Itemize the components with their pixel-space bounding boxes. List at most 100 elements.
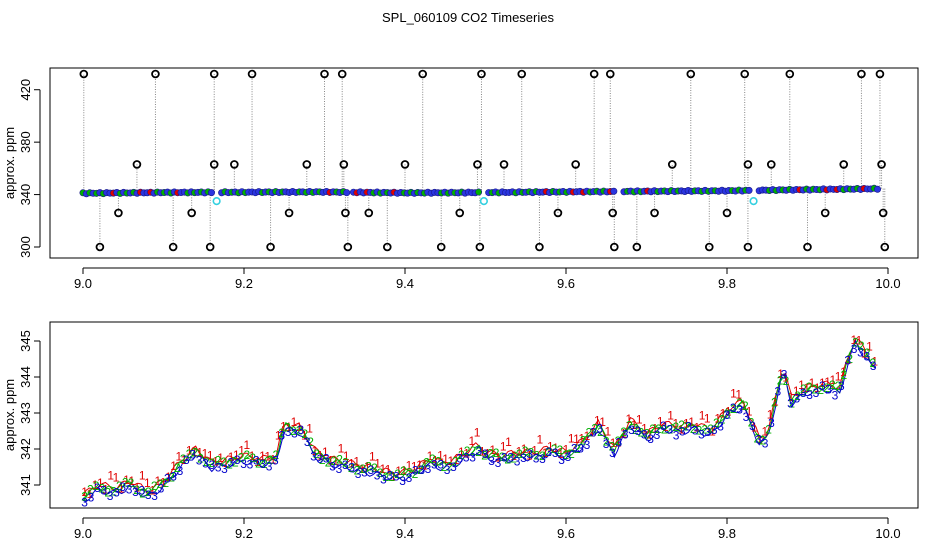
- series-marker-2: 2: [539, 449, 546, 463]
- series-marker-2: 2: [99, 482, 106, 496]
- outlier-point: [839, 160, 849, 169]
- series-marker-3: 3: [539, 452, 546, 466]
- series-marker-2: 2: [81, 490, 88, 504]
- series-marker-1: 1: [186, 444, 193, 458]
- series-marker-1: 1: [170, 459, 177, 473]
- series-marker-3: 3: [711, 423, 718, 437]
- series-marker-1: 1: [432, 454, 439, 468]
- series-marker-2: 2: [748, 415, 755, 429]
- series-marker-3: 3: [107, 489, 114, 503]
- series-marker-2: 2: [412, 467, 419, 481]
- series-marker-3: 3: [476, 444, 483, 458]
- series-marker-2: 2: [626, 419, 633, 433]
- series-marker-3: 3: [603, 437, 610, 451]
- series-marker-1: 1: [107, 468, 114, 482]
- series-marker-1: 1: [223, 456, 230, 470]
- series-marker-2: 2: [354, 464, 361, 478]
- series-marker-1: 1: [275, 428, 282, 442]
- series-marker-3: 3: [704, 425, 711, 439]
- series-marker-1: 1: [479, 444, 486, 458]
- series-marker-3: 3: [495, 456, 502, 470]
- series-marker-1: 1: [772, 394, 779, 408]
- series-marker-1: 1: [824, 375, 831, 389]
- series-marker-2: 2: [475, 445, 482, 459]
- series-marker-3: 3: [641, 427, 648, 441]
- outlier-point: [284, 208, 294, 218]
- series-marker-3: 3: [819, 379, 826, 393]
- series-marker-1: 1: [207, 448, 214, 462]
- series-marker-3: 3: [730, 401, 737, 415]
- series-marker-2: 2: [562, 448, 569, 462]
- series-marker-1: 1: [296, 420, 303, 434]
- outlier-point: [382, 242, 392, 252]
- series-marker-3: 3: [546, 445, 553, 459]
- bottom-y-tick-label: 341: [18, 474, 33, 496]
- top-plot-frame: [49, 67, 919, 259]
- outlier-point: [209, 69, 219, 79]
- series-marker-2: 2: [852, 335, 859, 349]
- series-marker-3: 3: [450, 460, 457, 474]
- series-marker-2: 2: [812, 383, 819, 397]
- outlier-point: [230, 160, 239, 169]
- series-marker-1: 1: [505, 435, 512, 449]
- series-marker-2: 2: [701, 423, 708, 437]
- series-marker-1: 1: [500, 439, 507, 453]
- series-marker-2: 2: [336, 453, 343, 467]
- bottom-axes-group: 341 342 343 344 345 9.0 9.2 9.4 9.6 9.8 …: [2, 330, 901, 541]
- series-marker-1: 1: [861, 346, 868, 360]
- series-marker-1: 1: [552, 441, 559, 455]
- outlier-point: [609, 242, 619, 252]
- series-marker-2: 2: [643, 426, 650, 440]
- series-marker-1: 1: [264, 450, 271, 464]
- series-marker-1: 1: [374, 457, 381, 471]
- series-marker-1: 1: [756, 433, 763, 447]
- series-marker-2: 2: [551, 442, 558, 456]
- series-marker-1: 1: [102, 482, 109, 496]
- series-marker-1: 1: [228, 450, 235, 464]
- series-marker-3: 3: [628, 423, 635, 437]
- series-marker-1: 1: [631, 418, 638, 432]
- series-marker-3: 3: [590, 425, 597, 439]
- data-point: [343, 189, 351, 197]
- series-marker-3: 3: [183, 453, 190, 467]
- series-marker-1: 1: [714, 411, 721, 425]
- series-marker-3: 3: [832, 388, 839, 402]
- series-marker-1: 1: [400, 464, 407, 478]
- outlier-point: [436, 242, 446, 252]
- series-marker-1: 1: [81, 485, 88, 499]
- series-marker-2: 2: [452, 454, 459, 468]
- series-marker-2: 2: [168, 471, 175, 485]
- series-marker-1: 1: [568, 432, 575, 446]
- series-marker-1: 1: [254, 455, 261, 469]
- outlier-point: [477, 69, 486, 79]
- series-marker-1: 1: [364, 459, 371, 473]
- series-marker-1: 1: [489, 443, 496, 457]
- series-marker-1: 1: [181, 453, 188, 467]
- series-marker-2: 2: [742, 399, 749, 413]
- series-marker-3: 3: [196, 453, 203, 467]
- series-marker-1: 1: [526, 448, 533, 462]
- series-marker-1: 1: [850, 333, 857, 347]
- series-marker-2: 2: [614, 434, 621, 448]
- outlier-point: [740, 69, 750, 79]
- series-marker-1: 1: [411, 460, 418, 474]
- series-marker-1: 1: [338, 442, 345, 456]
- series-marker-1: 1: [767, 408, 774, 422]
- bottom-x-tick-label: 9.0: [74, 526, 92, 540]
- series-marker-3: 3: [342, 458, 349, 472]
- series-marker-2: 2: [597, 425, 604, 439]
- series-marker-3: 3: [813, 386, 820, 400]
- series-marker-2: 2: [359, 462, 366, 476]
- outlier-point: [877, 160, 886, 169]
- series-marker-2: 2: [765, 422, 772, 436]
- series-marker-1: 1: [536, 432, 543, 446]
- series-marker-3: 3: [297, 423, 304, 437]
- outlier-point: [475, 242, 485, 252]
- series-marker-1: 1: [484, 446, 491, 460]
- bottom-y-tick-label: 343: [18, 402, 33, 424]
- series-marker-1: 1: [720, 407, 727, 421]
- series-marker-2: 2: [232, 456, 239, 470]
- series-marker-3: 3: [851, 342, 858, 356]
- series-marker-3: 3: [456, 452, 463, 466]
